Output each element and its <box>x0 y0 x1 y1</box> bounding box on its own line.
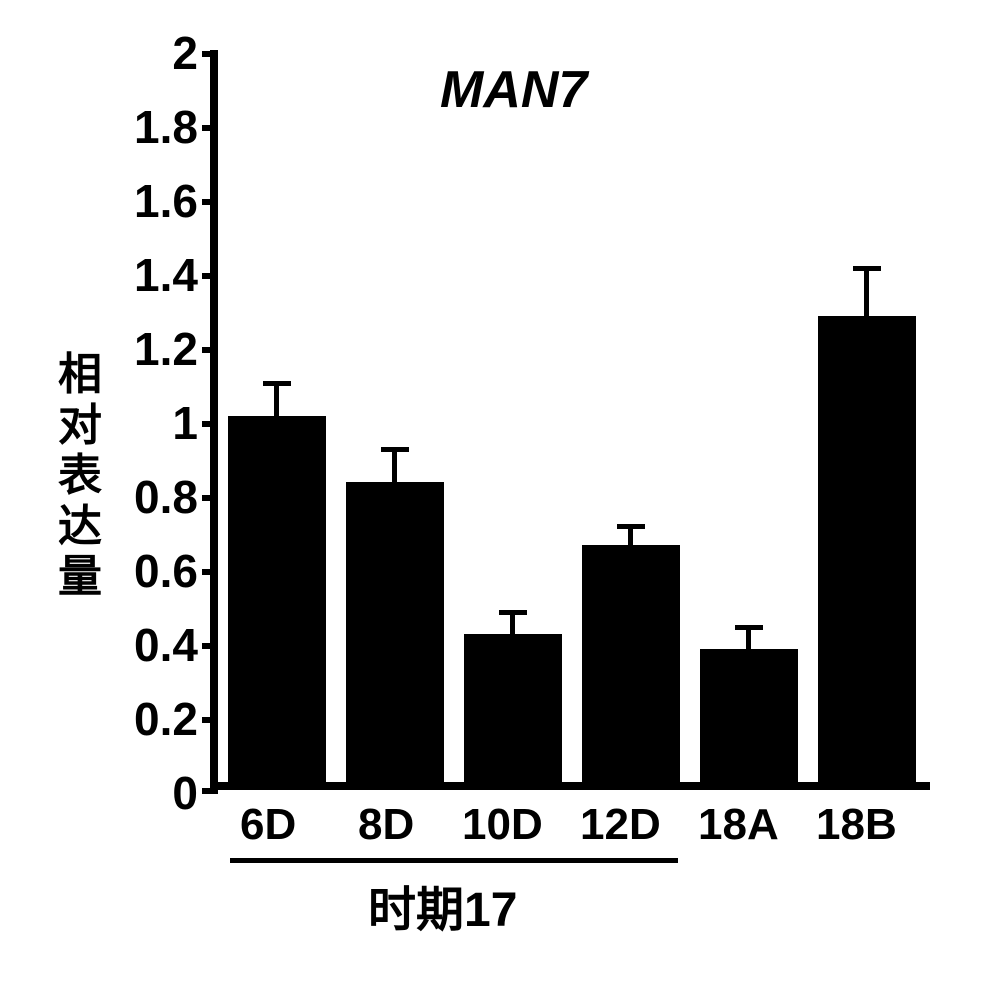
x-group-underline <box>230 858 678 863</box>
bar-10d <box>464 634 562 782</box>
error-bar <box>274 383 279 416</box>
x-tick-label: 8D <box>358 800 414 850</box>
bar-12d <box>582 545 680 782</box>
error-cap <box>263 381 291 386</box>
y-tick-label: 1.2 <box>98 322 198 376</box>
error-bar <box>746 627 751 649</box>
y-tick-label: 2 <box>98 26 198 80</box>
error-cap <box>617 524 645 529</box>
x-tick-label: 10D <box>462 800 543 850</box>
error-bar <box>392 449 397 482</box>
y-tick-label: 0.2 <box>98 692 198 746</box>
error-bar <box>510 612 515 634</box>
y-tick-label: 1.4 <box>98 248 198 302</box>
plot-area <box>210 50 930 790</box>
bar-8d <box>346 482 444 782</box>
y-tick-label: 0.4 <box>98 618 198 672</box>
bar-6d <box>228 416 326 782</box>
error-cap <box>853 266 881 271</box>
y-tick-label: 1 <box>98 396 198 450</box>
error-cap <box>381 447 409 452</box>
chart-container: 相 对 表 达 量 MAN7 2 1.8 1.6 1.4 1.2 1 0.8 0… <box>50 40 950 960</box>
error-cap <box>735 625 763 630</box>
y-tick-label: 1.8 <box>98 100 198 154</box>
x-tick-label: 12D <box>580 800 661 850</box>
x-axis-group-label: 时期17 <box>368 870 517 940</box>
x-tick-label: 18B <box>816 800 897 850</box>
y-tick-label: 1.6 <box>98 174 198 228</box>
y-tick-label: 0 <box>98 766 198 820</box>
y-tick-label: 0.8 <box>98 470 198 524</box>
x-tick-label: 18A <box>698 800 779 850</box>
error-bar <box>864 268 869 316</box>
bar-18a <box>700 649 798 782</box>
bar-18b <box>818 316 916 782</box>
x-tick-label: 6D <box>240 800 296 850</box>
y-tick-label: 0.6 <box>98 544 198 598</box>
error-cap <box>499 610 527 615</box>
